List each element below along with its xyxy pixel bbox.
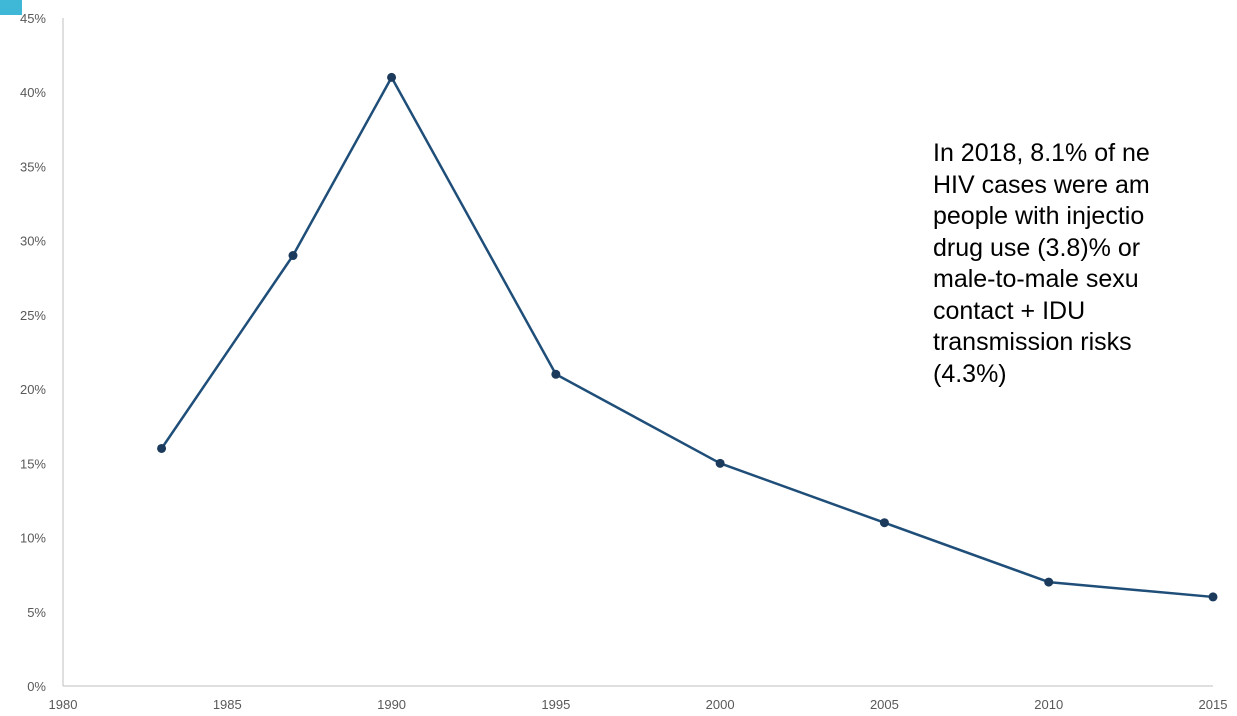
chart-annotation: In 2018, 8.1% of ne HIV cases were am pe… bbox=[933, 139, 1150, 388]
data-point bbox=[288, 251, 298, 261]
x-tick-label: 2000 bbox=[706, 697, 735, 712]
y-tick-label: 15% bbox=[20, 456, 46, 471]
x-tick-label: 2015 bbox=[1199, 697, 1228, 712]
y-tick-label: 10% bbox=[20, 531, 46, 546]
y-tick-label: 5% bbox=[27, 605, 46, 620]
data-point bbox=[1044, 577, 1054, 587]
data-point bbox=[715, 458, 725, 468]
y-tick-label: 30% bbox=[20, 234, 46, 249]
axes bbox=[62, 18, 1213, 687]
data-point bbox=[387, 72, 397, 82]
series-line bbox=[160, 76, 1214, 599]
x-tick-label: 1990 bbox=[377, 697, 406, 712]
x-tick-label: 2010 bbox=[1034, 697, 1063, 712]
slide-corner-accent bbox=[0, 0, 22, 15]
y-tick-label: 45% bbox=[20, 11, 46, 26]
data-point bbox=[1208, 592, 1218, 602]
data-point bbox=[157, 443, 167, 453]
x-tick-label: 1980 bbox=[49, 697, 78, 712]
y-tick-label: 0% bbox=[27, 679, 46, 694]
series bbox=[157, 72, 1218, 602]
data-point bbox=[879, 518, 889, 528]
y-tick-label: 40% bbox=[20, 85, 46, 100]
x-tick-label: 1985 bbox=[213, 697, 242, 712]
data-point bbox=[551, 369, 561, 379]
x-tick-label: 1995 bbox=[541, 697, 570, 712]
y-tick-label: 25% bbox=[20, 308, 46, 323]
tick-labels: 0% 5% 10% 15% 20% 25% 30% 35% 40% 45% 1980 1985 1990… bbox=[20, 11, 1227, 712]
x-tick-label: 2005 bbox=[870, 697, 899, 712]
y-tick-label: 35% bbox=[20, 159, 46, 174]
y-tick-label: 20% bbox=[20, 382, 46, 397]
